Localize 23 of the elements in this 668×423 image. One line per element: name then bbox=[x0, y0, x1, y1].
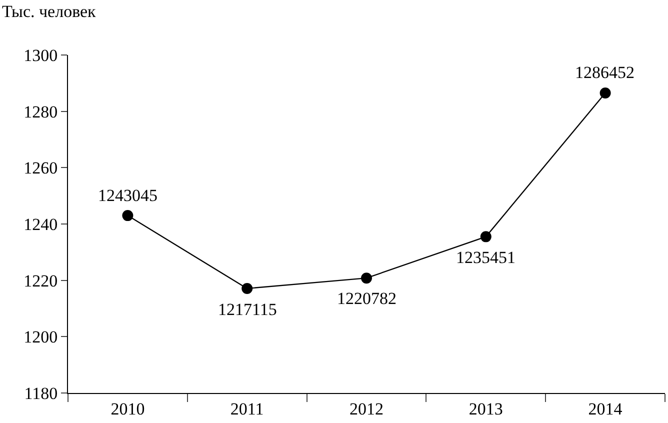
point bbox=[600, 88, 611, 99]
x-tick-label: 2012 bbox=[350, 399, 384, 418]
annotation: 1243045 bbox=[98, 186, 158, 205]
annotation: 1286452 bbox=[575, 63, 634, 82]
y-tick-label: 1200 bbox=[24, 328, 58, 347]
y-tick-label: 1260 bbox=[24, 158, 58, 178]
annotation: 1220782 bbox=[337, 289, 396, 308]
point bbox=[361, 272, 372, 284]
y-tick-label: 1280 bbox=[24, 102, 58, 122]
annotation: 1217115 bbox=[218, 300, 277, 319]
x-tick-label: 2010 bbox=[110, 399, 145, 418]
x-tick-label: 2014 bbox=[588, 399, 623, 418]
y-axis-title: Тыс. человек bbox=[2, 2, 97, 21]
y-tick-label: 1300 bbox=[24, 46, 58, 65]
y-tick-label: 1180 bbox=[24, 384, 58, 403]
y-tick-label: 1240 bbox=[24, 214, 58, 234]
x-tick-label: 2011 bbox=[230, 399, 264, 418]
point bbox=[242, 283, 253, 294]
y-tick-label: 1220 bbox=[24, 271, 58, 290]
point bbox=[480, 231, 492, 242]
annotation: 1235451 bbox=[456, 248, 516, 267]
x-tick-label: 2013 bbox=[468, 399, 503, 418]
point bbox=[122, 210, 134, 222]
